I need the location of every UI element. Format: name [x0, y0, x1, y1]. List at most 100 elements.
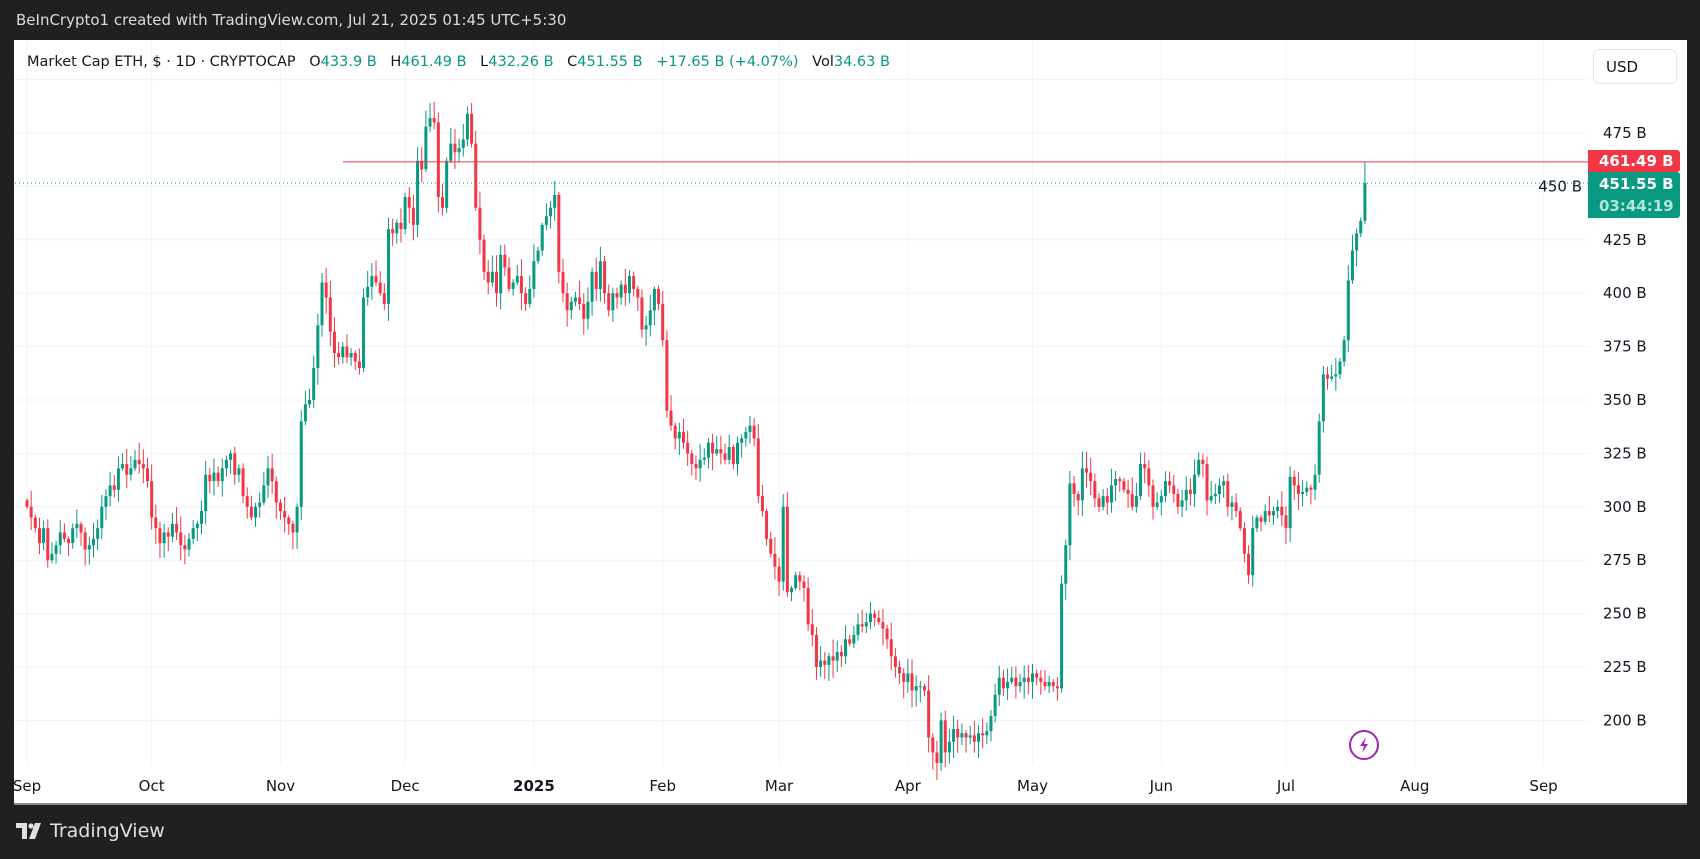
candle-body	[1085, 468, 1089, 473]
candle-body	[274, 481, 278, 503]
candle-body	[237, 468, 241, 475]
footer-brand-text: TradingView	[50, 820, 165, 842]
candle-body	[681, 432, 685, 443]
candle-body	[1001, 677, 1005, 689]
candle-body	[287, 517, 291, 524]
candle-body	[927, 690, 931, 738]
y-tick-label: 400 B	[1603, 284, 1647, 302]
candle-body	[827, 656, 831, 665]
candle-body	[910, 673, 914, 691]
candle-body	[1159, 496, 1163, 503]
candle-body	[1209, 496, 1213, 501]
candle-body	[960, 733, 964, 738]
candle-body	[578, 297, 582, 304]
candle-body	[935, 752, 939, 764]
candle-body	[249, 506, 253, 518]
candle-body	[528, 288, 532, 304]
candle-body	[561, 271, 565, 294]
close-value: 451.55 B	[577, 54, 643, 70]
candle-body	[133, 459, 137, 469]
candle-body	[565, 293, 569, 311]
candle-body	[1051, 681, 1055, 687]
candle-body	[411, 207, 415, 225]
candle-body	[212, 472, 216, 482]
candle-body	[121, 464, 125, 469]
candle-body	[831, 656, 835, 661]
candle-body	[698, 459, 702, 469]
candle-body	[802, 581, 806, 588]
candle-body	[898, 667, 902, 674]
candle-body	[332, 331, 336, 354]
candle-body	[1043, 681, 1047, 687]
candle-body	[632, 276, 636, 289]
candle-body	[1276, 506, 1280, 512]
currency-button[interactable]: USD	[1593, 49, 1677, 84]
candle-body	[366, 286, 370, 298]
candle-body	[1022, 677, 1026, 682]
candle-body	[1122, 481, 1126, 490]
candle-body	[499, 254, 503, 294]
candle-body	[295, 506, 299, 533]
candle-body	[515, 276, 519, 283]
candle-body	[1026, 677, 1030, 682]
candle-body	[1184, 489, 1188, 501]
candle-body	[549, 207, 553, 217]
candle-body	[1093, 481, 1097, 499]
high-line-price-badge: 461.49 B	[1588, 150, 1680, 172]
volume-label: Vol	[812, 54, 834, 70]
footer-brand: TradingView	[16, 820, 165, 842]
candle-body	[993, 694, 997, 717]
candle-body	[723, 453, 727, 460]
candle-body	[79, 523, 83, 533]
candle-body	[96, 528, 100, 539]
candle-body	[1197, 459, 1201, 475]
candle-body	[1205, 464, 1209, 501]
candle-body	[1334, 374, 1338, 377]
candle-body	[702, 457, 706, 460]
candle-body	[1305, 487, 1309, 492]
candle-body	[233, 453, 237, 475]
candle-body	[781, 506, 785, 582]
candle-body	[627, 276, 631, 294]
candle-body	[1188, 489, 1192, 494]
candle-body	[785, 506, 789, 593]
candle-body	[1309, 487, 1313, 490]
candle-body	[474, 143, 478, 208]
candle-body	[183, 545, 187, 550]
candle-body	[216, 472, 220, 482]
candle-body	[482, 239, 486, 272]
candle-body	[952, 728, 956, 742]
candle-body	[191, 528, 195, 539]
x-tick-label: Apr	[895, 777, 922, 795]
candle-body	[416, 160, 420, 225]
candle-body	[623, 284, 627, 294]
candle-body	[1172, 485, 1176, 494]
candle-body	[1272, 511, 1275, 516]
candle-body	[67, 538, 71, 544]
candle-body	[1134, 496, 1138, 507]
candle-body	[378, 282, 382, 294]
candle-body	[162, 532, 166, 544]
candle-body	[179, 532, 183, 546]
candle-body	[1296, 485, 1300, 494]
candle-body	[852, 634, 856, 644]
high-value: 461.49 B	[401, 54, 467, 70]
candle-body	[1284, 515, 1288, 529]
candle-body	[1010, 677, 1014, 682]
y-tick-label: 375 B	[1603, 338, 1647, 356]
symbol-title[interactable]: Market Cap ETH, $ · 1D · CRYPTOCAP	[27, 54, 296, 70]
chart-panel[interactable]	[14, 40, 1687, 805]
candle-body	[918, 686, 922, 688]
candle-body	[1055, 686, 1059, 689]
volume-value: 34.63 B	[833, 54, 890, 70]
symbol-legend: Market Cap ETH, $ · 1D · CRYPTOCAP O433.…	[27, 54, 890, 70]
candle-body	[835, 652, 839, 661]
candle-body	[885, 628, 889, 640]
candle-body	[524, 293, 528, 304]
candle-body	[337, 353, 341, 358]
candle-body	[794, 575, 798, 588]
candle-body	[1292, 476, 1296, 486]
change-value: +17.65 B (+4.07%)	[656, 54, 799, 70]
candle-body	[490, 271, 494, 283]
